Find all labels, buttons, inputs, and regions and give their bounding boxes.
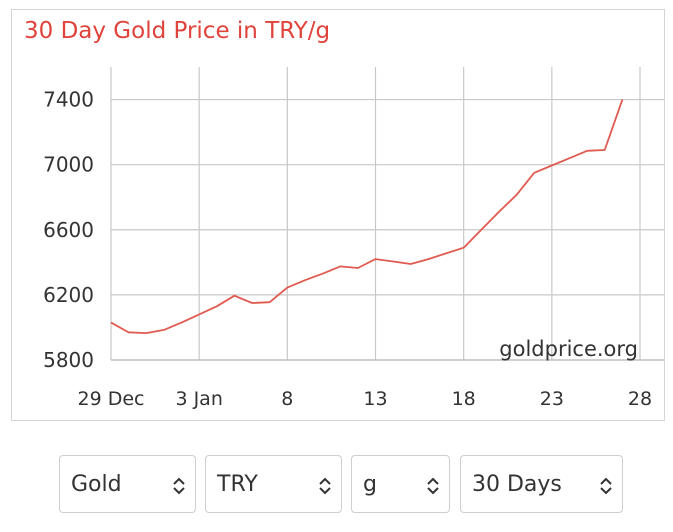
y-tick-label: 5800 bbox=[43, 348, 94, 372]
currency-select-value: TRY bbox=[217, 472, 258, 497]
chevron-up-down-icon bbox=[427, 477, 439, 495]
x-tick-label: 23 bbox=[540, 388, 564, 410]
chevron-up-down-icon bbox=[319, 477, 331, 495]
y-tick-label: 7000 bbox=[43, 153, 94, 177]
chart-title: 30 Day Gold Price in TRY/g bbox=[24, 18, 331, 44]
watermark-text: goldprice.org bbox=[499, 337, 638, 361]
x-tick-label: 13 bbox=[363, 388, 387, 410]
chevron-up-down-icon bbox=[173, 477, 185, 495]
period-select[interactable]: 30 Days bbox=[460, 455, 623, 513]
x-tick-label: 3 Jan bbox=[175, 388, 222, 410]
chevron-up-down-icon bbox=[600, 477, 612, 495]
y-tick-label: 6600 bbox=[43, 218, 94, 242]
chart-controls: Gold TRY g 30 Days bbox=[0, 455, 673, 515]
x-tick-label: 28 bbox=[628, 388, 652, 410]
y-tick-label: 7400 bbox=[43, 88, 94, 112]
metal-select-value: Gold bbox=[71, 472, 122, 497]
chart-panel: 30 Day Gold Price in TRY/g 29 Dec 3 Jan 8 1… bbox=[11, 9, 665, 421]
currency-select[interactable]: TRY bbox=[205, 455, 342, 513]
axis-labels: 29 Dec 3 Jan 8 13 18 23 28 5800 6200 6600 7000 7400 bbox=[43, 88, 652, 410]
x-tick-label: 18 bbox=[452, 388, 476, 410]
unit-select-value: g bbox=[363, 472, 377, 497]
x-tick-label: 29 Dec bbox=[78, 388, 145, 410]
metal-select[interactable]: Gold bbox=[59, 455, 196, 513]
gold-price-chart: 29 Dec 3 Jan 8 13 18 23 28 5800 6200 6600 7000 7400… bbox=[43, 67, 664, 410]
unit-select[interactable]: g bbox=[351, 455, 450, 513]
period-select-value: 30 Days bbox=[472, 472, 562, 497]
x-tick-label: 8 bbox=[281, 388, 293, 410]
grid-lines bbox=[110, 67, 664, 361]
y-tick-label: 6200 bbox=[43, 283, 94, 307]
price-series-line bbox=[110, 99, 624, 334]
